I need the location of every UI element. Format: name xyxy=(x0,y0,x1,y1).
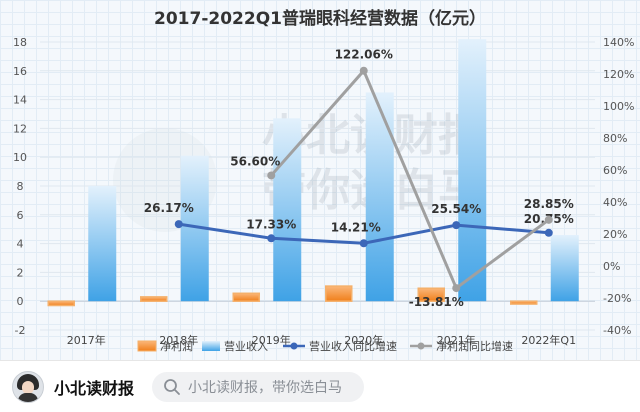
y-right-tick-label: 0% xyxy=(603,260,620,273)
revenue-growth-data-label: 14.21% xyxy=(331,220,381,234)
net-profit-bar xyxy=(47,300,75,307)
profit-growth-data-label: -13.81% xyxy=(409,295,464,309)
revenue-bar xyxy=(458,39,487,302)
x-tick-label: 2020年 xyxy=(344,333,383,347)
y-right-tick-label: -20% xyxy=(603,292,631,305)
x-tick-label: 2019年 xyxy=(252,333,291,347)
y-right-tick-label: 140% xyxy=(603,36,634,49)
legend-label: 营业收入同比增速 xyxy=(309,339,397,353)
search-box[interactable]: 小北读财报，带你选白马 xyxy=(152,371,365,402)
net-profit-bar xyxy=(232,292,260,302)
y-right-tick-label: -40% xyxy=(603,324,631,337)
y-left-tick-label: 4 xyxy=(17,238,24,251)
legend-swatch xyxy=(417,342,425,350)
profit-growth-point xyxy=(544,215,553,224)
y-right-tick-label: 60% xyxy=(603,164,627,177)
net-profit-bar xyxy=(417,287,445,302)
profit-growth-point xyxy=(452,284,461,293)
search-icon xyxy=(164,378,180,395)
y-right-tick-label: 80% xyxy=(603,132,627,145)
legend-label: 营业收入 xyxy=(224,339,268,353)
y-right-tick-label: 100% xyxy=(603,100,634,113)
profit-growth-data-label: 122.06% xyxy=(335,48,393,62)
revenue-growth-data-label: 17.33% xyxy=(246,217,296,231)
revenue-growth-data-label: 25.54% xyxy=(431,202,481,216)
footer-bar: 小北读财报 小北读财报，带你选白马 xyxy=(0,360,640,412)
x-tick-label: 2018年 xyxy=(159,333,198,347)
revenue-bar xyxy=(365,92,394,302)
y-right-tick-label: 40% xyxy=(603,196,627,209)
legend-swatch xyxy=(202,341,220,351)
profit-growth-line xyxy=(270,67,550,291)
profit-growth-data-label: 56.60% xyxy=(230,154,280,168)
revenue-bar xyxy=(550,234,579,302)
legend: 净利润 营业收入 营业收入同比增速 净利润同比增速 xyxy=(137,339,513,353)
x-tick-label: 2017年 xyxy=(67,333,106,347)
y-left-tick-label: 16 xyxy=(13,65,27,78)
revenue-growth-data-label: 26.17% xyxy=(144,201,194,215)
y-left-tick-label: -2 xyxy=(15,324,26,337)
search-placeholder: 小北读财报，带你选白马 xyxy=(188,379,343,396)
y-left-tick-label: 2 xyxy=(17,266,24,279)
net-profit-bar xyxy=(510,300,538,305)
y-left-tick-label: 6 xyxy=(17,209,24,222)
net-profit-bar xyxy=(325,285,353,302)
revenue-growth-point xyxy=(452,221,461,230)
revenue-growth-point xyxy=(174,220,183,229)
profit-growth-point xyxy=(359,66,368,75)
y-left-tick-label: 12 xyxy=(13,122,27,135)
y-left-tick-label: 14 xyxy=(13,94,27,107)
revenue-growth-point xyxy=(359,239,368,248)
y-right-tick-label: 120% xyxy=(603,68,634,81)
profit-growth-point xyxy=(267,171,276,180)
brand-name: 小北读财报 xyxy=(54,378,135,398)
revenue-growth-point xyxy=(544,228,553,237)
y-left-tick-label: 18 xyxy=(13,36,27,49)
legend-swatch xyxy=(290,342,298,350)
profit-growth-data-label: 28.85% xyxy=(524,197,574,211)
revenue-growth-point xyxy=(267,234,276,243)
legend-label: 净利润 xyxy=(160,339,193,353)
chart: 2017-2022Q1普瑞眼科经营数据（亿元） 小北读财报 带你选白马 -202… xyxy=(13,8,634,353)
y-right-tick-label: 20% xyxy=(603,228,627,241)
y-left-tick-label: 0 xyxy=(17,295,24,308)
y-left-tick-label: 8 xyxy=(17,180,24,193)
x-tick-label: 2022年Q1 xyxy=(521,333,576,347)
avatar xyxy=(12,370,44,403)
net-profit-bar xyxy=(140,296,168,302)
revenue-bar xyxy=(88,186,117,302)
chart-title: 2017-2022Q1普瑞眼科经营数据（亿元） xyxy=(154,8,486,29)
legend-label: 净利润同比增速 xyxy=(436,339,513,353)
x-tick-label: 2021年 xyxy=(437,333,476,347)
legend-swatch xyxy=(137,340,157,352)
y-left-tick-label: 10 xyxy=(13,151,27,164)
